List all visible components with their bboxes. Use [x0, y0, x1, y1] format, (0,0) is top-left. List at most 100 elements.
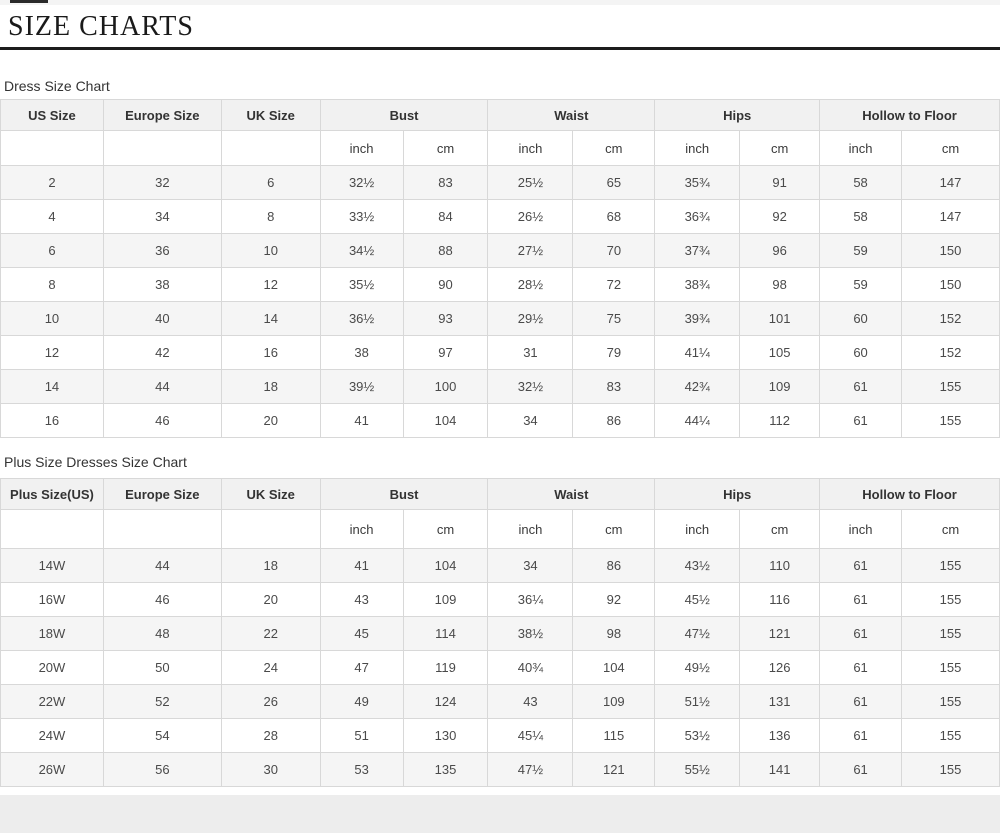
- table-cell: 25½: [487, 165, 574, 200]
- table-cell: 155: [901, 650, 1000, 685]
- table-cell: 147: [901, 165, 1000, 200]
- unit-cell-inch: inch: [654, 130, 741, 166]
- table-cell: 46: [102, 582, 222, 617]
- table-cell: 61: [819, 684, 902, 719]
- column-header-plus-size-us: Plus Size(US): [0, 478, 104, 510]
- table-cell: 51½: [654, 684, 741, 719]
- table-cell: 155: [901, 403, 1000, 438]
- table-cell: 45½: [654, 582, 741, 617]
- table-row: 18W 48 22 45 114 38½ 98 47½ 121 61 155: [0, 616, 1000, 651]
- table-cell: 112: [739, 403, 821, 438]
- table-cell: 44: [102, 548, 222, 583]
- table-cell: 121: [572, 752, 656, 787]
- table-cell: 97: [402, 335, 489, 370]
- unit-cell-empty: [102, 130, 222, 166]
- table-row: 24W 54 28 51 130 45¼ 115 53½ 136 61 155: [0, 718, 1000, 753]
- table-cell: 16W: [0, 582, 104, 617]
- column-header-hollow-to-floor: Hollow to Floor: [819, 99, 1000, 131]
- table-cell: 114: [402, 616, 489, 651]
- table-cell: 14W: [0, 548, 104, 583]
- unit-cell-empty: [220, 130, 321, 166]
- table-cell: 86: [572, 403, 656, 438]
- table-cell: 86: [572, 548, 656, 583]
- table-cell: 49½: [654, 650, 741, 685]
- table-cell: 32: [102, 165, 222, 200]
- table-cell: 109: [739, 369, 821, 404]
- column-header-us-size: US Size: [0, 99, 104, 131]
- table-cell: 88: [402, 233, 489, 268]
- dress-size-chart-section: Dress Size Chart US Size Europe Size UK Si…: [0, 78, 1000, 438]
- table-cell: 72: [572, 267, 656, 302]
- table-cell: 20: [220, 403, 321, 438]
- table-cell: 8: [0, 267, 104, 302]
- table-row: 14W 44 18 41 104 34 86 43½ 110 61 155: [0, 548, 1000, 583]
- table-cell: 47½: [654, 616, 741, 651]
- table-cell: 136: [739, 718, 821, 753]
- unit-row: inch cm inch cm inch cm inch cm: [0, 130, 1000, 166]
- table-cell: 20W: [0, 650, 104, 685]
- unit-cell-inch: inch: [319, 130, 404, 166]
- table-cell: 54: [102, 718, 222, 753]
- dress-size-table: US Size Europe Size UK Size Bust Waist Hips Ho…: [0, 99, 1000, 438]
- table-cell: 36: [102, 233, 222, 268]
- column-header-uk-size: UK Size: [220, 478, 321, 510]
- column-header-hips: Hips: [654, 99, 821, 131]
- column-header-hollow-to-floor: Hollow to Floor: [819, 478, 1000, 510]
- unit-cell-empty: [0, 130, 104, 166]
- table-cell: 43½: [654, 548, 741, 583]
- table-cell: 34: [102, 199, 222, 234]
- column-header-waist: Waist: [487, 99, 656, 131]
- table-cell: 56: [102, 752, 222, 787]
- table-cell: 92: [739, 199, 821, 234]
- unit-cell-cm: cm: [572, 130, 656, 166]
- table-cell: 75: [572, 301, 656, 336]
- table-cell: 59: [819, 267, 902, 302]
- table-cell: 61: [819, 548, 902, 583]
- table-cell: 61: [819, 403, 902, 438]
- table-cell: 104: [572, 650, 656, 685]
- table-cell: 61: [819, 582, 902, 617]
- unit-cell-inch: inch: [819, 130, 902, 166]
- table-cell: 14: [220, 301, 321, 336]
- unit-cell-inch: inch: [319, 509, 404, 549]
- unit-cell-cm: cm: [901, 509, 1000, 549]
- column-header-hips: Hips: [654, 478, 821, 510]
- table-cell: 40: [102, 301, 222, 336]
- table-cell: 34: [487, 403, 574, 438]
- table-cell: 98: [572, 616, 656, 651]
- table-cell: 83: [572, 369, 656, 404]
- table-cell: 44¼: [654, 403, 741, 438]
- table-cell: 41: [319, 403, 404, 438]
- table-cell: 155: [901, 752, 1000, 787]
- table-cell: 18: [220, 369, 321, 404]
- table-cell: 98: [739, 267, 821, 302]
- table-cell: 41¼: [654, 335, 741, 370]
- table-cell: 43: [319, 582, 404, 617]
- table-cell: 68: [572, 199, 656, 234]
- unit-cell-inch: inch: [819, 509, 902, 549]
- table-cell: 93: [402, 301, 489, 336]
- column-header-bust: Bust: [319, 478, 489, 510]
- table-cell: 4: [0, 199, 104, 234]
- table-row: 20W 50 24 47 119 40¾ 104 49½ 126 61 155: [0, 650, 1000, 685]
- table-cell: 79: [572, 335, 656, 370]
- table-cell: 119: [402, 650, 489, 685]
- table-row: 10 40 14 36½ 93 29½ 75 39¾ 101 60 152: [0, 301, 1000, 336]
- bottom-band: [0, 795, 1000, 833]
- table-cell: 6: [0, 233, 104, 268]
- table-cell: 34½: [319, 233, 404, 268]
- table-cell: 155: [901, 548, 1000, 583]
- unit-cell-cm: cm: [901, 130, 1000, 166]
- table-row: 6 36 10 34½ 88 27½ 70 37¾ 96 59 150: [0, 233, 1000, 268]
- table-cell: 83: [402, 165, 489, 200]
- plus-size-table: Plus Size(US) Europe Size UK Size Bust Waist…: [0, 478, 1000, 787]
- table-cell: 12: [220, 267, 321, 302]
- table-cell: 49: [319, 684, 404, 719]
- table-cell: 124: [402, 684, 489, 719]
- unit-cell-inch: inch: [654, 509, 741, 549]
- unit-cell-inch: inch: [487, 509, 574, 549]
- table-cell: 53: [319, 752, 404, 787]
- table-cell: 100: [402, 369, 489, 404]
- table-cell: 155: [901, 369, 1000, 404]
